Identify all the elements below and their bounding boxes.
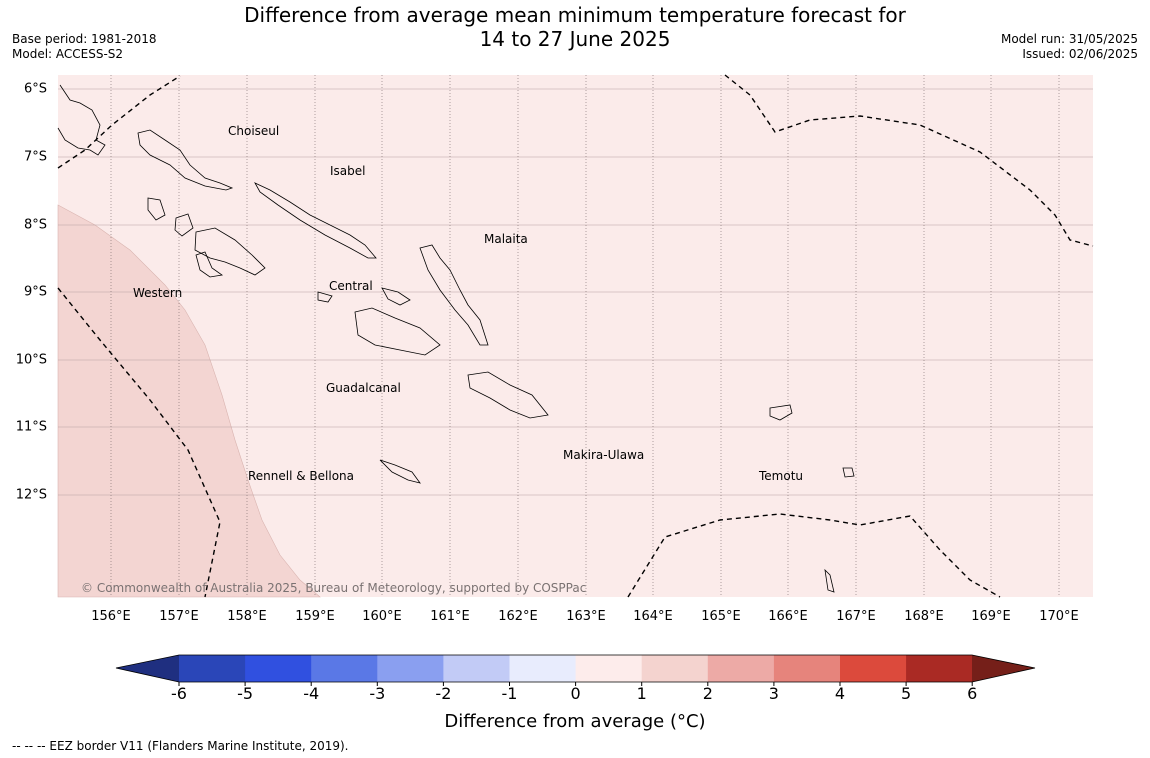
kolombangara-coast [174,213,194,237]
lon-label: 164°E [633,609,673,624]
place-temotu: Temotu [758,469,803,483]
lon-label: 159°E [295,609,335,624]
lon-label: 160°E [362,609,402,624]
lon-label: 167°E [836,609,876,624]
colorbar-swatch [179,655,246,682]
lat-label: 6°S [24,82,47,97]
colorbar-low-extend [116,655,179,682]
model-name: Model: ACCESS-S2 [12,47,124,61]
colorbar-tick-label: -2 [435,684,451,703]
vella-lavella-coast [147,197,166,221]
colorbar-swatch [443,655,510,682]
rennell-coast [379,459,421,484]
place-labels: Choiseul Isabel Malaita Western Central … [133,124,803,483]
anuta-coast [824,568,835,593]
colorbar-tick-label: 5 [901,684,911,703]
colorbar-swatch [840,655,907,682]
latitude-labels: 6°S 7°S 8°S 9°S 10°S 11°S 12°S [16,82,47,503]
eez-border [57,74,1094,598]
colorbar-tick-label: 6 [967,684,977,703]
colorbar [179,655,973,682]
lat-label: 8°S [24,218,47,233]
map-figure: 6°S 7°S 8°S 9°S 10°S 11°S 12°S 156°E 157… [16,74,1094,732]
colorbar-tick-label: -5 [237,684,253,703]
choiseul-coast [137,129,234,191]
eez-legend-footnote: -- -- -- EEZ border V11 (Flanders Marine… [12,739,349,753]
lat-label: 9°S [24,285,47,300]
new-georgia-coast [194,227,266,276]
place-choiseul: Choiseul [228,124,279,138]
colorbar-swatch [641,655,709,682]
colorbar-tick-label: -4 [303,684,319,703]
colorbar-tick-labels: -6 -5 -4 -3 -2 -1 0 1 2 3 4 5 6 [171,682,977,703]
title-line-2: 14 to 27 June 2025 [479,27,671,51]
isabel-coast [254,182,377,259]
place-rennell-bellona: Rennell & Bellona [248,469,354,483]
colorbar-tick-label: 3 [769,684,779,703]
colorbar-swatch [311,655,378,682]
lat-label: 12°S [16,488,47,503]
coastlines [57,84,855,593]
lon-label: 165°E [701,609,741,624]
colorbar-swatch [707,655,775,682]
lat-label: 11°S [16,420,47,435]
lon-label: 157°E [159,609,199,624]
lon-label: 162°E [498,609,538,624]
lon-label: 163°E [566,609,606,624]
russell-coast [317,291,333,303]
colorbar-high-extend [972,655,1035,682]
place-isabel: Isabel [330,164,365,178]
lon-label: 170°E [1039,609,1079,624]
place-makira-ulawa: Makira-Ulawa [563,448,644,462]
vanikoro-coast [842,467,855,478]
colorbar-tick-label: -1 [502,684,518,703]
makira-coast [467,371,549,419]
latitude-gridlines [58,88,1093,496]
place-central: Central [329,279,373,293]
colorbar-tick-label: 0 [571,684,581,703]
colorbar-tick-label: 4 [835,684,845,703]
lon-label: 166°E [768,609,808,624]
colorbar-tick-label: 1 [637,684,647,703]
title-line-1: Difference from average mean minimum tem… [244,3,906,27]
base-period: Base period: 1981-2018 [12,32,157,46]
lat-label: 10°S [16,353,47,368]
longitude-labels: 156°E 157°E 158°E 159°E 160°E 161°E 162°… [91,609,1079,624]
lon-label: 158°E [227,609,267,624]
place-western: Western [133,286,182,300]
model-run-date: Model run: 31/05/2025 [1000,32,1138,46]
colorbar-swatch [377,655,444,682]
rendova-coast [195,251,224,278]
warm-anomaly-region [57,204,321,598]
nggela-coast [381,287,411,306]
issued-date: Issued: 02/06/2025 [1022,47,1138,61]
copyright-notice: © Commonwealth of Australia 2025, Bureau… [81,581,586,595]
colorbar-label: Difference from average (°C) [444,711,705,732]
colorbar-swatch [773,655,841,682]
malaita-coast [419,244,489,346]
lon-label: 169°E [971,609,1011,624]
lat-label: 7°S [24,150,47,165]
lon-label: 168°E [904,609,944,624]
colorbar-swatch [245,655,312,682]
colorbar-swatch [575,655,643,682]
place-guadalcanal: Guadalcanal [326,381,401,395]
lon-label: 161°E [430,609,470,624]
colorbar-swatch [509,655,576,682]
colorbar-tick-label: -3 [369,684,385,703]
colorbar-tick-label: -6 [171,684,187,703]
guadalcanal-coast [354,307,441,356]
santa-cruz-coast [769,404,793,421]
place-malaita: Malaita [484,232,528,246]
colorbar-tick-label: 2 [703,684,713,703]
lon-label: 156°E [91,609,131,624]
colorbar-swatch [906,655,973,682]
longitude-gridlines [110,75,1060,597]
bougainville-coast [57,84,106,156]
